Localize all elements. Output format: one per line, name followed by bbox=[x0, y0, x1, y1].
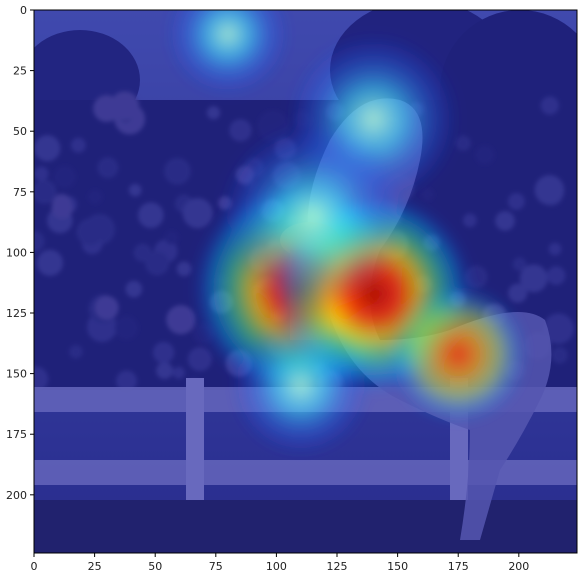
y-axis: 0 25 50 75 100 125 150 175 200 bbox=[6, 4, 34, 502]
x-tick-label: 175 bbox=[448, 560, 469, 573]
image-plot-area bbox=[34, 10, 577, 553]
x-tick-label: 100 bbox=[266, 560, 287, 573]
x-tick-label: 200 bbox=[508, 560, 529, 573]
x-tick-label: 150 bbox=[387, 560, 408, 573]
plot-frame bbox=[33, 9, 578, 554]
x-tick-label: 75 bbox=[209, 560, 223, 573]
y-tick-label: 75 bbox=[13, 186, 27, 199]
x-tick-label: 0 bbox=[31, 560, 38, 573]
x-axis: 0 25 50 75 100 125 150 175 200 bbox=[31, 553, 529, 573]
heatmap-hotspot bbox=[165, 10, 290, 97]
y-tick-label: 100 bbox=[6, 246, 27, 259]
x-tick-label: 50 bbox=[148, 560, 162, 573]
x-tick-label: 25 bbox=[88, 560, 102, 573]
y-tick-label: 150 bbox=[6, 368, 27, 381]
heatmap-hotspot bbox=[219, 122, 406, 310]
y-tick-label: 200 bbox=[6, 489, 27, 502]
x-tick-label: 125 bbox=[327, 560, 348, 573]
y-tick-label: 175 bbox=[6, 428, 27, 441]
y-tick-label: 0 bbox=[20, 4, 27, 17]
y-tick-label: 50 bbox=[13, 125, 27, 138]
heatmap-hotspot bbox=[230, 315, 371, 456]
attention-heatmap bbox=[34, 10, 577, 553]
y-tick-label: 25 bbox=[13, 65, 27, 78]
y-tick-label: 125 bbox=[6, 307, 27, 320]
heatmap-hotspot bbox=[388, 284, 529, 425]
